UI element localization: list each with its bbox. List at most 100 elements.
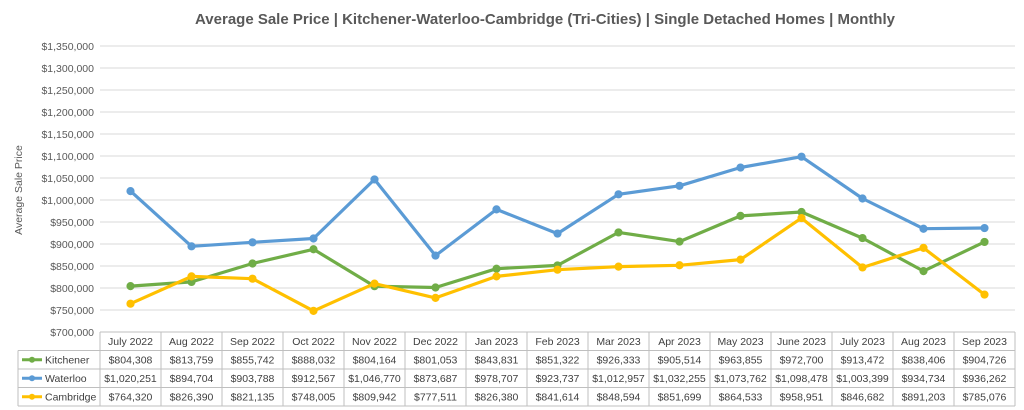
table-cell: $888,032 xyxy=(292,355,336,367)
table-cell: $838,406 xyxy=(902,355,946,367)
x-tick-label: Oct 2022 xyxy=(292,336,335,348)
y-tick-label: $700,000 xyxy=(50,327,94,339)
x-tick-label: June 2023 xyxy=(777,336,826,348)
data-point xyxy=(858,263,867,272)
data-point xyxy=(431,251,440,260)
data-point xyxy=(858,194,867,203)
data-point xyxy=(614,228,623,237)
x-tick-label: Sep 2022 xyxy=(230,336,275,348)
data-point xyxy=(614,190,623,199)
data-point xyxy=(736,255,745,264)
x-tick-label: Mar 2023 xyxy=(596,336,641,348)
table-cell: $936,262 xyxy=(963,373,1007,385)
x-tick-label: Jan 2023 xyxy=(475,336,518,348)
data-table: July 2022 Aug 2022 Sep 2022 Oct 2022 Nov 202… xyxy=(17,331,1016,407)
table-cell: $809,942 xyxy=(353,392,397,404)
x-tick-label: Aug 2023 xyxy=(901,336,946,348)
chart-title: Average Sale Price | Kitchener-Waterloo-… xyxy=(195,11,896,28)
y-tick-label: $1,000,000 xyxy=(41,195,94,207)
data-point xyxy=(309,234,318,243)
data-point xyxy=(492,264,501,273)
data-point xyxy=(248,238,257,247)
y-tick-label: $1,050,000 xyxy=(41,173,94,185)
data-point xyxy=(431,293,440,302)
table-cell: $804,164 xyxy=(353,355,397,367)
x-tick-label: May 2023 xyxy=(717,336,763,348)
y-tick-label: $1,350,000 xyxy=(41,41,94,53)
x-tick-label: Nov 2022 xyxy=(352,336,397,348)
y-tick-label: $800,000 xyxy=(50,283,94,295)
data-point xyxy=(858,233,867,243)
data-point xyxy=(797,213,806,223)
legend-marker xyxy=(29,375,35,382)
table-cell: $821,135 xyxy=(231,392,275,404)
data-point xyxy=(980,237,989,247)
y-tick-label: $1,300,000 xyxy=(41,63,94,75)
table-cell: $855,742 xyxy=(231,355,275,367)
y-axis-label: Average Sale Price xyxy=(13,145,25,235)
table-cell: $1,046,770 xyxy=(348,373,401,385)
table-cell: $777,511 xyxy=(414,392,457,404)
data-point xyxy=(492,205,501,214)
x-tick-label: Feb 2023 xyxy=(535,336,580,348)
table-cell: $934,734 xyxy=(902,373,946,385)
table-cell: $963,855 xyxy=(719,355,763,367)
table-cell: $913,472 xyxy=(841,355,885,367)
table-cell: $903,788 xyxy=(231,373,275,385)
table-cell: $1,012,957 xyxy=(592,373,645,385)
table-cell: $1,098,478 xyxy=(775,373,828,385)
table-cell: $851,322 xyxy=(536,355,580,367)
table-cell: $764,320 xyxy=(109,392,153,404)
table-cell: $826,390 xyxy=(170,392,214,404)
table-cell: $873,687 xyxy=(414,373,458,385)
table-cell: $923,737 xyxy=(536,373,580,385)
data-point xyxy=(675,237,684,246)
table-cell: $904,726 xyxy=(963,355,1007,367)
data-point xyxy=(553,229,562,238)
legend-entry: Cambridge xyxy=(45,392,97,404)
data-point xyxy=(309,306,318,315)
table-cell: $1,020,251 xyxy=(104,373,157,385)
data-point xyxy=(187,242,196,251)
table-cell: $894,704 xyxy=(170,373,214,385)
table-cell: $804,308 xyxy=(109,355,153,367)
x-tick-label: Sep 2023 xyxy=(962,336,1007,348)
legend-marker xyxy=(29,356,35,363)
data-point xyxy=(309,245,318,254)
data-point xyxy=(431,283,440,292)
data-point xyxy=(126,299,135,308)
y-tick-label: $1,150,000 xyxy=(41,129,94,141)
table-cell: $826,380 xyxy=(475,392,519,404)
table-cell: $1,073,762 xyxy=(714,373,767,385)
series-lines xyxy=(126,152,989,315)
table-cell: $958,951 xyxy=(780,392,824,404)
table-cell: $926,333 xyxy=(597,355,641,367)
table-cell: $841,614 xyxy=(536,392,580,404)
data-point xyxy=(736,163,745,172)
table-cell: $813,759 xyxy=(170,355,214,367)
table-cell: $851,699 xyxy=(658,392,702,404)
table-cell: $801,053 xyxy=(414,355,458,367)
y-tick-label: $900,000 xyxy=(50,239,94,251)
y-tick-label: $1,100,000 xyxy=(41,151,94,163)
x-tick-label: July 2023 xyxy=(840,336,885,348)
data-point xyxy=(919,224,928,233)
data-point xyxy=(492,272,501,281)
data-point xyxy=(675,181,684,190)
y-axis-ticks: $700,000 $750,000 $800,000 $850,000 $900,000… xyxy=(41,41,94,339)
y-tick-label: $1,200,000 xyxy=(41,107,94,119)
table-cell: $978,707 xyxy=(475,373,519,385)
legend-entry: Waterloo xyxy=(45,373,87,385)
data-point xyxy=(370,175,379,184)
series-cambridge xyxy=(126,213,989,315)
table-cell: $912,567 xyxy=(292,373,336,385)
x-tick-label: Apr 2023 xyxy=(658,336,701,348)
series-waterloo xyxy=(126,152,989,260)
table-cell: $864,533 xyxy=(719,392,763,404)
table-cell: $1,032,255 xyxy=(653,373,706,385)
table-cell: $848,594 xyxy=(597,392,641,404)
x-tick-label: Dec 2022 xyxy=(413,336,458,348)
table-cell: $748,005 xyxy=(292,392,336,404)
